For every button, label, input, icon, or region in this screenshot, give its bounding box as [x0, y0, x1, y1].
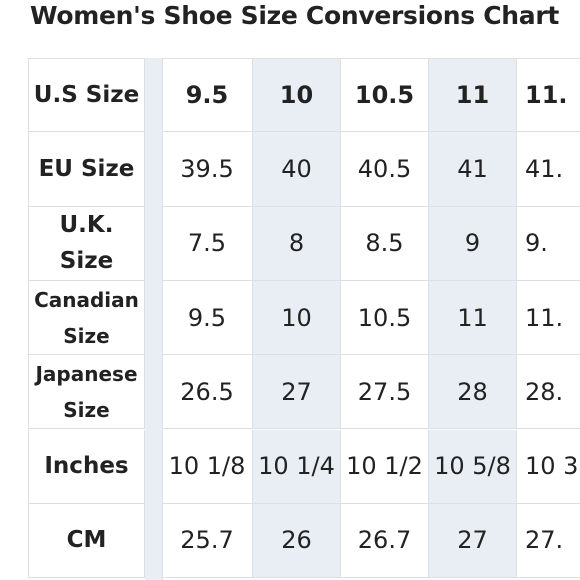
- column-divider: [145, 58, 163, 580]
- header-cell: 9.5: [162, 58, 253, 133]
- row-label: Canadian Size: [28, 280, 145, 356]
- size-cell: 41: [429, 132, 517, 207]
- size-cell: 27.: [517, 504, 580, 579]
- size-cell: 11: [429, 280, 517, 356]
- size-cell: 26.7: [341, 503, 429, 579]
- size-cell: 28: [429, 355, 517, 430]
- size-cell: 8.5: [341, 206, 429, 281]
- size-cell: 10 1/2: [341, 429, 429, 504]
- row-label: Japanese Size: [28, 355, 145, 430]
- row-label: EU Size: [28, 132, 145, 207]
- row-label: Inches: [28, 429, 145, 504]
- size-cell: 10.5: [341, 280, 429, 356]
- size-cell: 40.5: [341, 132, 429, 207]
- header-cell: 10: [253, 58, 341, 133]
- size-cell: 28.: [517, 355, 580, 430]
- header-cell: 11.: [517, 58, 580, 133]
- size-cell: 9: [429, 206, 517, 281]
- size-cell: 26: [253, 503, 341, 579]
- size-cell: 10 3: [517, 430, 580, 504]
- size-cell: 25.7: [162, 503, 253, 579]
- size-cell: 26.5: [162, 355, 253, 430]
- header-cell: 10.5: [341, 58, 429, 133]
- size-cell: 10: [253, 280, 341, 356]
- size-cell: 8: [253, 206, 341, 281]
- size-cell: 27: [253, 355, 341, 430]
- title: Women's Shoe Size Conversions Chart: [30, 1, 560, 30]
- row-label: CM: [28, 503, 145, 579]
- size-cell: 9.5: [162, 280, 253, 356]
- size-cell: 27: [429, 503, 517, 579]
- size-cell: 9.: [517, 207, 580, 281]
- size-cell: 11.: [517, 281, 580, 356]
- size-cell: 41.: [517, 132, 580, 207]
- size-cell: 39.5: [162, 132, 253, 207]
- size-cell: 10 1/4: [253, 429, 341, 504]
- size-cell: 27.5: [341, 355, 429, 430]
- row-label: U.K. Size: [28, 206, 145, 281]
- size-cell: 10 1/8: [162, 429, 253, 504]
- size-cell: 10 5/8: [429, 429, 517, 504]
- header-cell: 11: [429, 58, 517, 133]
- size-cell: 7.5: [162, 206, 253, 281]
- size-cell: 40: [253, 132, 341, 207]
- row-label: U.S Size: [28, 58, 145, 133]
